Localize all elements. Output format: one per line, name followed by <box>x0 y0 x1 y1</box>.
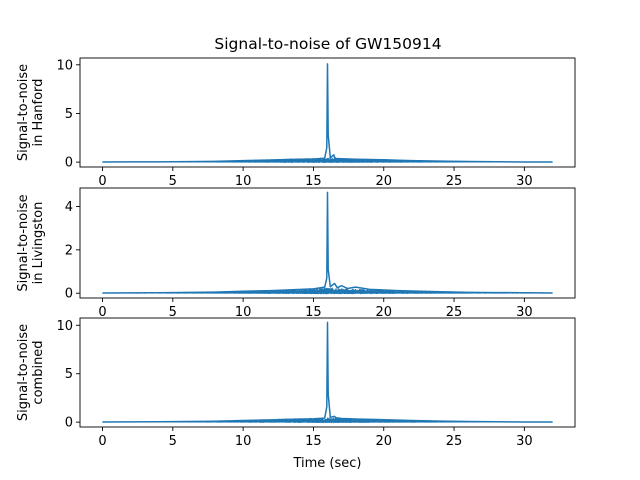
y-tick-label-combined-10: 10 <box>56 319 73 334</box>
x-tick-label-livingston-25: 25 <box>446 305 463 320</box>
x-tick-label-combined-15: 15 <box>305 434 322 449</box>
x-tick-label-livingston-15: 15 <box>305 305 322 320</box>
x-tick-label-hanford-10: 10 <box>235 174 252 189</box>
y-tick-label-hanford-10: 10 <box>56 58 73 73</box>
y-axis-label-line-livingston-0: Signal-to-noise <box>16 194 31 291</box>
x-tick-label-livingston-10: 10 <box>235 305 252 320</box>
x-tick-label-livingston-20: 20 <box>375 305 392 320</box>
y-tick-label-livingston-4: 4 <box>65 200 73 215</box>
y-tick-label-livingston-0: 0 <box>65 287 73 302</box>
y-axis-label-line-combined-1: combined <box>31 340 46 404</box>
axes-frame-combined <box>79 317 576 428</box>
x-tick-label-livingston-30: 30 <box>516 305 533 320</box>
axes-frame-hanford <box>79 57 576 168</box>
x-tick-label-livingston-5: 5 <box>169 305 177 320</box>
y-tick-label-hanford-0: 0 <box>65 156 73 171</box>
panel-livingston: 0 5 10 15 20 25 30 0 2 4 Signal-to-noisein Livings… <box>16 187 576 320</box>
y-axis-label-line-combined-0: Signal-to-noise <box>16 324 31 421</box>
x-tick-label-combined-20: 20 <box>375 434 392 449</box>
series-line-hanford <box>102 63 553 163</box>
y-axis-label-line-livingston-1: in Livingston <box>31 202 46 285</box>
x-tick-label-hanford-5: 5 <box>169 174 177 189</box>
y-axis-label-line-hanford-1: in Hanford <box>31 79 46 147</box>
x-tick-label-hanford-20: 20 <box>375 174 392 189</box>
series-line-combined <box>102 321 553 423</box>
x-tick-label-hanford-15: 15 <box>305 174 322 189</box>
y-axis-label-combined: Signal-to-noisecombined <box>16 324 46 421</box>
y-tick-label-combined-0: 0 <box>65 416 73 431</box>
x-tick-label-combined-5: 5 <box>169 434 177 449</box>
panel-hanford: 0 5 10 15 20 25 30 0 5 10 Signal-to-noisein Hanfor… <box>16 57 576 189</box>
panel-combined: 0 5 10 15 20 25 30 0 5 10 Signal-to-noisecombined T… <box>16 317 576 471</box>
series-line-livingston <box>102 191 553 294</box>
y-axis-label-livingston: Signal-to-noisein Livingston <box>16 194 46 291</box>
x-tick-label-combined-25: 25 <box>446 434 463 449</box>
y-tick-label-hanford-5: 5 <box>65 107 73 122</box>
x-tick-label-combined-10: 10 <box>235 434 252 449</box>
figure-title: Signal-to-noise of GW150914 <box>214 35 441 53</box>
x-tick-label-livingston-0: 0 <box>98 305 106 320</box>
x-tick-label-hanford-30: 30 <box>516 174 533 189</box>
y-axis-label-hanford: Signal-to-noisein Hanford <box>16 64 46 161</box>
x-tick-label-hanford-25: 25 <box>446 174 463 189</box>
x-tick-label-combined-30: 30 <box>516 434 533 449</box>
axes-frame-livingston <box>79 187 576 299</box>
x-tick-label-hanford-0: 0 <box>98 174 106 189</box>
y-tick-label-livingston-2: 2 <box>65 243 73 258</box>
x-axis-label-combined: Time (sec) <box>292 456 361 471</box>
y-tick-label-combined-5: 5 <box>65 367 73 382</box>
y-axis-label-line-hanford-0: Signal-to-noise <box>16 64 31 161</box>
x-tick-label-combined-0: 0 <box>98 434 106 449</box>
